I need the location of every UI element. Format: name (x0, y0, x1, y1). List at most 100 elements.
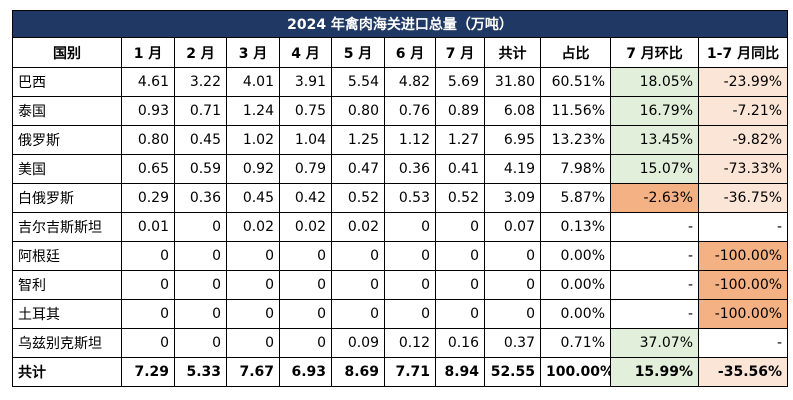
value-cell: 0.75 (279, 96, 332, 126)
value-cell: 0.92 (226, 154, 280, 184)
value-cell: - (610, 270, 699, 300)
value-cell: -100.00% (697, 270, 789, 300)
value-cell: 15.99% (610, 357, 699, 387)
value-cell: 0 (435, 241, 485, 271)
value-cell: 0 (121, 270, 175, 300)
value-cell: -23.99% (697, 67, 789, 97)
value-cell: 0.37 (484, 328, 541, 358)
value-cell: 1.27 (435, 125, 485, 155)
value-cell: 15.07% (610, 154, 699, 184)
value-cell: 37.07% (610, 328, 699, 358)
value-cell: 8.69 (331, 357, 385, 387)
value-cell: 7.71 (384, 357, 436, 387)
table-row: 吉尔吉斯斯坦 0.01 0 0.02 0.02 0.02 0 0 0.07 0.13% - - (12, 212, 789, 242)
value-cell: 4.19 (484, 154, 541, 184)
value-cell: 0 (121, 299, 175, 329)
value-cell: 0 (384, 270, 436, 300)
table-title: 2024 年禽肉海关进口总量（万吨） (11, 10, 789, 38)
value-cell: 0.36 (174, 183, 227, 213)
value-cell: 0.89 (435, 96, 485, 126)
table-row: 俄罗斯 0.80 0.45 1.02 1.04 1.25 1.12 1.27 6.95 13.23… (12, 125, 789, 155)
value-cell: 0.00% (540, 241, 611, 271)
value-cell: 100.00% (540, 357, 611, 387)
value-cell: 0.01 (121, 212, 175, 242)
value-cell: 52.55 (484, 357, 541, 387)
value-cell: 0 (484, 270, 541, 300)
value-cell: 31.80 (484, 67, 541, 97)
value-cell: 0.36 (384, 154, 436, 184)
value-cell: 0.45 (174, 125, 227, 155)
value-cell: 0 (279, 270, 332, 300)
value-cell: 1.02 (226, 125, 280, 155)
value-cell: 0 (331, 241, 385, 271)
value-cell: 0 (435, 299, 485, 329)
value-cell: 0.41 (435, 154, 485, 184)
value-cell: 1.24 (226, 96, 280, 126)
value-cell: 0.53 (384, 183, 436, 213)
country-cell: 智利 (12, 270, 122, 300)
table-row: 土耳其 0 0 0 0 0 0 0 0 0.00% - -100.00% (12, 299, 789, 329)
value-cell: 0.71 (174, 96, 227, 126)
value-cell: 0.76 (384, 96, 436, 126)
value-cell: 0.02 (331, 212, 385, 242)
value-cell: 0.65 (121, 154, 175, 184)
value-cell: 0 (484, 299, 541, 329)
value-cell: -100.00% (697, 241, 789, 271)
value-cell: 0 (226, 299, 280, 329)
value-cell: 0 (226, 328, 280, 358)
country-cell: 美国 (12, 154, 122, 184)
value-cell: 0 (226, 241, 280, 271)
value-cell: 4.61 (121, 67, 175, 97)
column-header: 占比 (540, 37, 611, 68)
column-header: 3 月 (226, 37, 280, 68)
column-header: 2 月 (174, 37, 227, 68)
value-cell: 0 (384, 212, 436, 242)
value-cell: 0 (331, 270, 385, 300)
value-cell: 3.09 (484, 183, 541, 213)
value-cell: 8.94 (435, 357, 485, 387)
value-cell: 60.51% (540, 67, 611, 97)
value-cell: 6.95 (484, 125, 541, 155)
value-cell: 0.13% (540, 212, 611, 242)
value-cell: 0.12 (384, 328, 436, 358)
column-header: 7 月 (435, 37, 485, 68)
value-cell: 0.47 (331, 154, 385, 184)
table-row: 阿根廷 0 0 0 0 0 0 0 0 0.00% - -100.00% (12, 241, 789, 271)
value-cell: 0.45 (226, 183, 280, 213)
column-header: 1-7 月同比 (697, 37, 789, 68)
value-cell: 16.79% (610, 96, 699, 126)
table-row: 智利 0 0 0 0 0 0 0 0 0.00% - -100.00% (12, 270, 789, 300)
value-cell: 0.29 (121, 183, 175, 213)
value-cell: 0.02 (279, 212, 332, 242)
value-cell: -35.56% (697, 357, 789, 387)
value-cell: 0 (174, 241, 227, 271)
value-cell: -7.21% (697, 96, 789, 126)
value-cell: 5.33 (174, 357, 227, 387)
value-cell: 0 (331, 299, 385, 329)
column-header: 国别 (12, 37, 122, 68)
value-cell: 3.22 (174, 67, 227, 97)
value-cell: 0.09 (331, 328, 385, 358)
value-cell: 0.07 (484, 212, 541, 242)
value-cell: 0.52 (331, 183, 385, 213)
value-cell: 0 (226, 270, 280, 300)
value-cell: 0 (279, 328, 332, 358)
column-header: 5 月 (331, 37, 385, 68)
value-cell: 7.29 (121, 357, 175, 387)
value-cell: 0.93 (121, 96, 175, 126)
value-cell: 0 (435, 212, 485, 242)
value-cell: 0 (121, 241, 175, 271)
value-cell: -2.63% (610, 183, 699, 213)
country-cell: 俄罗斯 (12, 125, 122, 155)
value-cell: - (610, 299, 699, 329)
value-cell: 0.59 (174, 154, 227, 184)
value-cell: -73.33% (697, 154, 789, 184)
country-cell: 阿根廷 (12, 241, 122, 271)
value-cell: 0 (279, 241, 332, 271)
value-cell: 0.16 (435, 328, 485, 358)
column-header: 4 月 (279, 37, 332, 68)
column-header: 6 月 (384, 37, 436, 68)
value-cell: 0 (121, 328, 175, 358)
